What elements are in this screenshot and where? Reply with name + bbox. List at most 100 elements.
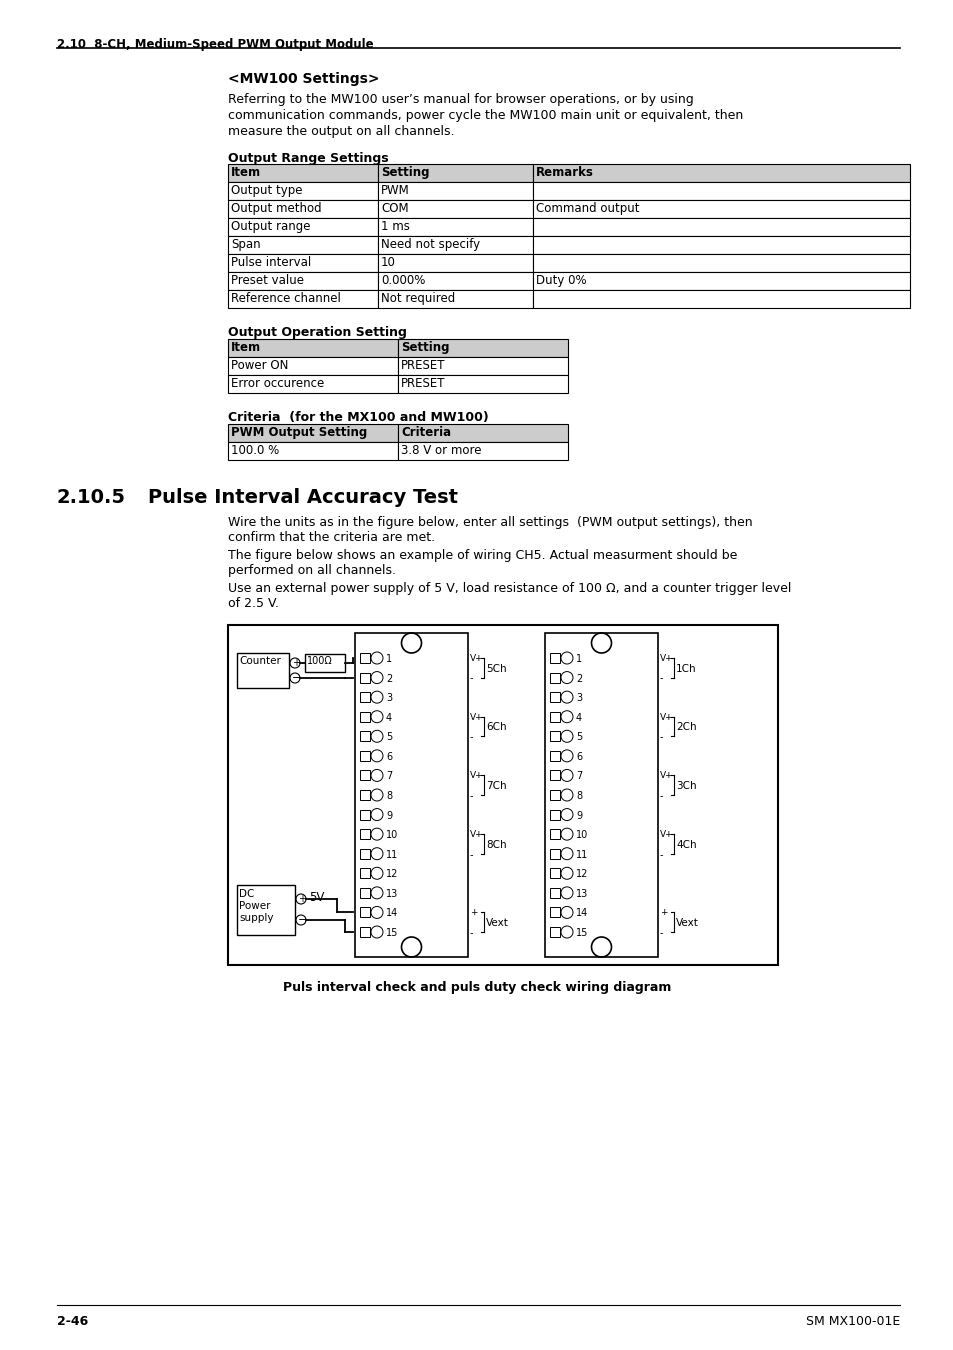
Bar — [377, 254, 533, 271]
Text: Pulse interval: Pulse interval — [231, 256, 311, 269]
Text: 6Ch: 6Ch — [485, 722, 506, 733]
Text: Preset value: Preset value — [231, 274, 304, 288]
Text: 7: 7 — [386, 771, 392, 782]
Bar — [359, 849, 370, 859]
Bar — [359, 790, 370, 801]
Bar — [550, 711, 559, 722]
Text: 1: 1 — [576, 653, 581, 664]
Bar — [377, 182, 533, 200]
Bar — [228, 217, 377, 236]
Text: Criteria: Criteria — [400, 427, 451, 439]
Text: V+: V+ — [659, 771, 673, 780]
Text: Power: Power — [239, 900, 271, 911]
Text: -: - — [470, 927, 473, 938]
Text: Need not specify: Need not specify — [380, 238, 479, 251]
Text: COM: COM — [380, 202, 408, 215]
Bar — [550, 751, 559, 761]
Bar — [550, 693, 559, 702]
Text: -: - — [659, 927, 662, 938]
Bar — [359, 810, 370, 819]
Bar — [228, 236, 377, 254]
Text: V+: V+ — [659, 830, 673, 840]
Text: 1 ms: 1 ms — [380, 220, 410, 234]
Text: Pulse Interval Accuracy Test: Pulse Interval Accuracy Test — [148, 487, 457, 508]
Text: Counter: Counter — [239, 656, 280, 666]
Bar — [550, 829, 559, 840]
Text: V+: V+ — [659, 713, 673, 722]
Text: 6: 6 — [576, 752, 581, 761]
Text: 13: 13 — [576, 888, 588, 899]
Text: 2-46: 2-46 — [57, 1315, 89, 1328]
Text: 3.8 V or more: 3.8 V or more — [400, 444, 481, 458]
Text: Wire the units as in the figure below, enter all settings  (PWM output settings): Wire the units as in the figure below, e… — [228, 516, 752, 529]
Bar — [533, 217, 909, 236]
Text: Referring to the MW100 user’s manual for browser operations, or by using: Referring to the MW100 user’s manual for… — [228, 93, 693, 107]
Text: Setting: Setting — [380, 166, 429, 180]
Text: Puls interval check and puls duty check wiring diagram: Puls interval check and puls duty check … — [282, 981, 671, 994]
Text: Criteria  (for the MX100 and MW100): Criteria (for the MX100 and MW100) — [228, 410, 488, 424]
Bar — [377, 200, 533, 217]
Bar — [359, 907, 370, 918]
Bar — [228, 271, 377, 290]
Text: Item: Item — [231, 342, 261, 354]
Text: 7Ch: 7Ch — [485, 782, 506, 791]
Text: −: − — [297, 915, 307, 925]
Bar — [377, 236, 533, 254]
Text: −: − — [292, 674, 301, 683]
Bar — [228, 441, 397, 460]
Bar — [550, 732, 559, 741]
Bar — [359, 927, 370, 937]
Text: PRESET: PRESET — [400, 359, 445, 373]
Text: 1: 1 — [386, 653, 392, 664]
Text: 7: 7 — [576, 771, 581, 782]
Text: +: + — [470, 909, 477, 918]
Text: performed on all channels.: performed on all channels. — [228, 564, 395, 576]
Bar — [359, 693, 370, 702]
Text: -: - — [470, 849, 473, 860]
Text: 10: 10 — [380, 256, 395, 269]
Text: 14: 14 — [386, 909, 397, 918]
Text: Output Range Settings: Output Range Settings — [228, 153, 388, 165]
Bar — [228, 182, 377, 200]
Text: Item: Item — [231, 166, 261, 180]
Text: -: - — [659, 849, 662, 860]
Text: 3Ch: 3Ch — [676, 782, 696, 791]
Text: V+: V+ — [470, 771, 483, 780]
Bar — [533, 163, 909, 182]
Text: 2.10.5: 2.10.5 — [57, 487, 126, 508]
Bar — [359, 771, 370, 780]
Text: Reference channel: Reference channel — [231, 292, 340, 305]
Text: V+: V+ — [659, 653, 673, 663]
Bar — [397, 441, 567, 460]
Text: confirm that the criteria are met.: confirm that the criteria are met. — [228, 531, 435, 544]
Text: Output method: Output method — [231, 202, 321, 215]
Text: 2Ch: 2Ch — [676, 722, 696, 733]
Text: Vext: Vext — [676, 918, 699, 929]
Bar — [355, 633, 468, 957]
Bar — [228, 625, 778, 965]
Bar — [533, 271, 909, 290]
Text: -: - — [470, 791, 473, 801]
Bar — [236, 886, 294, 936]
Text: 15: 15 — [386, 927, 398, 938]
Text: of 2.5 V.: of 2.5 V. — [228, 597, 278, 610]
Bar — [228, 200, 377, 217]
Bar — [550, 849, 559, 859]
Bar — [377, 271, 533, 290]
Text: 12: 12 — [576, 869, 588, 879]
Bar — [359, 653, 370, 663]
Bar — [533, 182, 909, 200]
Bar — [533, 290, 909, 308]
Bar — [228, 163, 377, 182]
Text: Span: Span — [231, 238, 260, 251]
Bar — [228, 375, 397, 393]
Bar — [550, 888, 559, 898]
Text: 10: 10 — [386, 830, 397, 840]
Text: Setting: Setting — [400, 342, 449, 354]
Text: +: + — [292, 657, 299, 668]
Bar — [550, 672, 559, 683]
Text: DC: DC — [239, 890, 254, 899]
Bar — [359, 732, 370, 741]
Text: 2: 2 — [576, 674, 581, 683]
Text: 5Ch: 5Ch — [485, 664, 506, 674]
